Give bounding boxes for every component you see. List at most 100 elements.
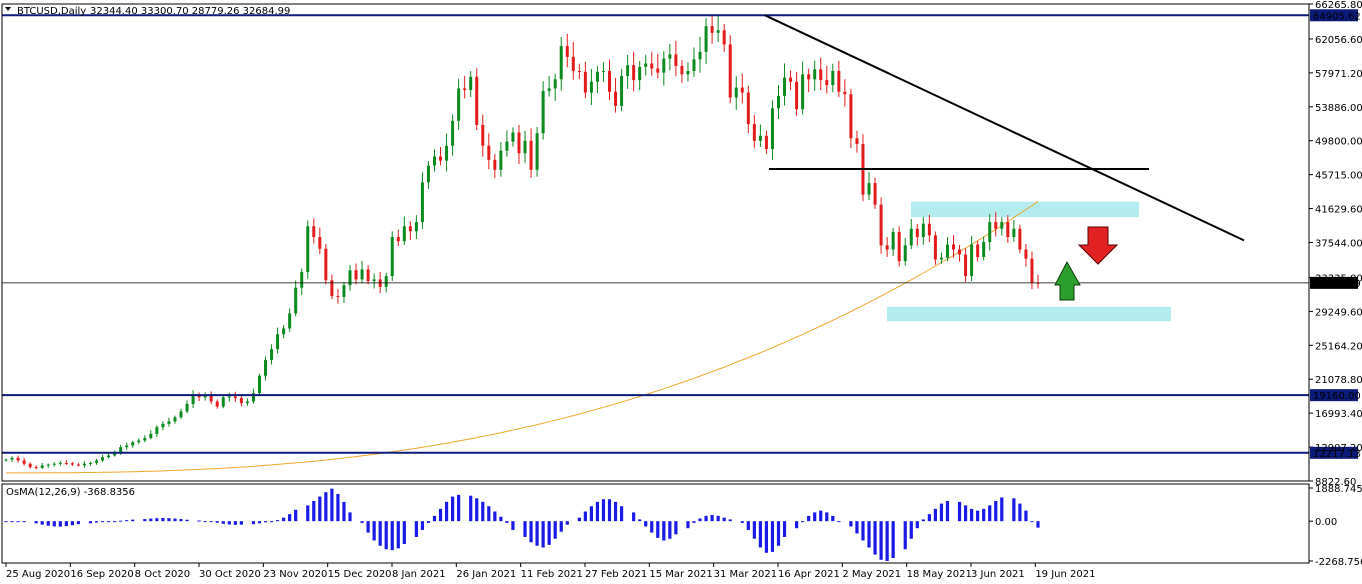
osma-bar bbox=[288, 514, 292, 522]
osma-bar bbox=[794, 521, 799, 529]
candle-body bbox=[107, 455, 111, 458]
candle-body bbox=[426, 165, 430, 183]
candle-body bbox=[463, 88, 467, 91]
osma-bar bbox=[650, 521, 654, 533]
osma-bar bbox=[318, 496, 322, 522]
osma-bar bbox=[607, 499, 612, 522]
osma-bar bbox=[915, 521, 919, 529]
osma-bar bbox=[674, 521, 678, 535]
osma-bar bbox=[46, 521, 50, 526]
candle-body bbox=[740, 87, 744, 93]
osma-bar bbox=[402, 521, 406, 544]
osma-bar bbox=[263, 521, 268, 523]
osma-bar bbox=[161, 518, 165, 522]
candle-body bbox=[903, 245, 907, 262]
x-tick-label: 8 Jan 2021 bbox=[392, 569, 446, 580]
level-price-tag bbox=[1310, 9, 1358, 22]
candle-body bbox=[801, 74, 805, 110]
osma-bar bbox=[945, 500, 950, 522]
symbol-title: BTCUSD,Daily bbox=[17, 6, 86, 17]
osma-bar bbox=[179, 519, 183, 522]
candle-body bbox=[680, 65, 684, 75]
candle-body bbox=[891, 232, 895, 250]
osma-bar bbox=[88, 521, 93, 524]
osma-bar bbox=[855, 521, 859, 534]
osma-bar bbox=[366, 521, 370, 533]
osma-bar bbox=[10, 521, 14, 523]
osma-bar bbox=[619, 506, 624, 522]
candle-body bbox=[131, 442, 135, 446]
osma-bar bbox=[1024, 510, 1028, 522]
candle-body bbox=[439, 156, 443, 161]
osma-bar bbox=[758, 521, 762, 548]
candle-body bbox=[469, 76, 473, 91]
osma-bar bbox=[106, 521, 111, 523]
candle-body bbox=[40, 465, 44, 468]
osma-bar bbox=[891, 521, 895, 559]
osma-bar bbox=[227, 521, 231, 525]
y-tick-label: 57971.20 bbox=[1315, 69, 1362, 80]
osma-bar bbox=[493, 511, 497, 522]
candle-body bbox=[825, 80, 829, 86]
candle-body bbox=[245, 401, 249, 404]
candle-body bbox=[517, 132, 521, 154]
osma-bar bbox=[982, 508, 986, 522]
candle-body bbox=[324, 248, 328, 281]
osma-y-tick-label: 0.00 bbox=[1315, 517, 1337, 528]
y-tick-label: 49800.00 bbox=[1315, 137, 1362, 148]
candle-body bbox=[686, 70, 690, 75]
candle-body bbox=[366, 269, 370, 282]
osma-bar bbox=[632, 512, 636, 522]
candle-body bbox=[668, 54, 672, 59]
y-tick-label: 41629.60 bbox=[1315, 205, 1362, 216]
osma-bar bbox=[342, 501, 346, 522]
candle-body bbox=[402, 226, 406, 242]
candle-body bbox=[728, 44, 732, 98]
osma-bar bbox=[34, 521, 38, 524]
candle-body bbox=[330, 280, 334, 297]
x-tick-label: 26 Jan 2021 bbox=[456, 569, 516, 580]
x-tick-label: 16 Sep 2020 bbox=[70, 569, 133, 580]
osma-bar bbox=[432, 515, 437, 522]
candle-body bbox=[149, 433, 153, 439]
osma-bar bbox=[251, 521, 256, 525]
candle-body bbox=[215, 401, 219, 407]
candle-body bbox=[239, 398, 243, 404]
candle-body bbox=[432, 156, 436, 166]
candle-body bbox=[710, 26, 714, 33]
candle-body bbox=[58, 462, 62, 464]
osma-bar bbox=[1018, 503, 1022, 522]
osma-y-tick-label: -2268.7568 bbox=[1315, 557, 1362, 568]
candle-body bbox=[390, 237, 394, 277]
y-tick-label: 45715.00 bbox=[1315, 171, 1362, 182]
osma-bar bbox=[662, 521, 666, 541]
candle-body bbox=[704, 26, 708, 52]
osma-bar bbox=[269, 521, 274, 523]
candle-body bbox=[384, 276, 388, 287]
candle-body bbox=[1030, 258, 1034, 283]
osma-bar bbox=[312, 500, 316, 522]
osma-bar bbox=[728, 519, 732, 522]
candle-body bbox=[233, 396, 237, 399]
osma-bar bbox=[420, 521, 425, 530]
candle-body bbox=[137, 440, 141, 443]
candle-body bbox=[933, 235, 937, 260]
candle-body bbox=[221, 397, 225, 407]
osma-bar bbox=[348, 512, 352, 522]
osma-bar bbox=[396, 521, 400, 549]
osma-bar bbox=[819, 510, 823, 522]
osma-bar bbox=[523, 521, 527, 537]
candle-body bbox=[734, 87, 738, 98]
candle-body bbox=[674, 54, 678, 66]
osma-bar bbox=[1036, 521, 1040, 528]
candle-body bbox=[662, 58, 666, 73]
osma-bar bbox=[100, 521, 105, 523]
candle-body bbox=[638, 66, 642, 81]
osma-bar bbox=[994, 500, 998, 522]
osma-bar bbox=[426, 521, 431, 523]
osma-bar bbox=[770, 521, 775, 552]
osma-bar bbox=[1012, 498, 1016, 522]
candle-body bbox=[970, 244, 974, 277]
candle-body bbox=[34, 467, 38, 469]
